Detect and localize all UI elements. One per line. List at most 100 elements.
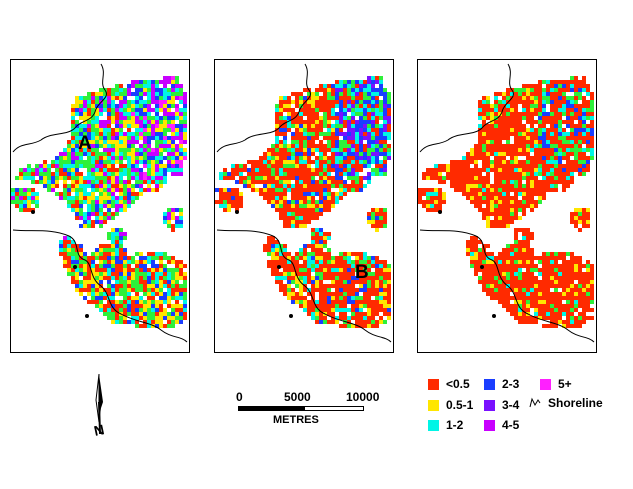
map-cell bbox=[506, 276, 510, 280]
map-cell bbox=[307, 260, 311, 264]
map-cell bbox=[87, 200, 91, 204]
map-cell bbox=[359, 152, 363, 156]
map-cell bbox=[526, 240, 530, 244]
map-cell bbox=[275, 188, 279, 192]
map-cell bbox=[359, 288, 363, 292]
map-cell bbox=[127, 92, 131, 96]
map-cell bbox=[147, 92, 151, 96]
map-cell bbox=[151, 80, 155, 84]
map-cell bbox=[67, 204, 71, 208]
map-cell bbox=[542, 180, 546, 184]
map-cell bbox=[526, 164, 530, 168]
map-cell bbox=[566, 308, 570, 312]
map-cell bbox=[275, 156, 279, 160]
map-cell bbox=[379, 100, 383, 104]
map-cell bbox=[163, 312, 167, 316]
map-cell bbox=[291, 140, 295, 144]
map-cell bbox=[87, 140, 91, 144]
map-cell bbox=[151, 124, 155, 128]
map-cell bbox=[315, 304, 319, 308]
map-cell bbox=[574, 156, 578, 160]
map-cell bbox=[339, 104, 343, 108]
map-cell bbox=[79, 124, 83, 128]
map-cell bbox=[79, 284, 83, 288]
map-cell bbox=[578, 312, 582, 316]
map-cell bbox=[514, 136, 518, 140]
map-cell bbox=[478, 180, 482, 184]
map-cell bbox=[534, 296, 538, 300]
map-cell bbox=[75, 176, 79, 180]
map-cell bbox=[111, 200, 115, 204]
map-cell bbox=[115, 284, 119, 288]
map-cell bbox=[331, 168, 335, 172]
map-cell bbox=[131, 200, 135, 204]
map-cell bbox=[95, 128, 99, 132]
map-cell bbox=[574, 92, 578, 96]
map-cell bbox=[546, 308, 550, 312]
map-cell bbox=[355, 112, 359, 116]
map-cell bbox=[490, 128, 494, 132]
scale-tick-0: 0 bbox=[236, 390, 243, 404]
map-cell bbox=[574, 304, 578, 308]
map-cell bbox=[554, 100, 558, 104]
map-cell bbox=[582, 300, 586, 304]
map-cell bbox=[295, 192, 299, 196]
map-cell bbox=[482, 96, 486, 100]
map-cell bbox=[538, 200, 542, 204]
map-cell bbox=[375, 96, 379, 100]
map-cell bbox=[510, 208, 514, 212]
map-cell bbox=[486, 188, 490, 192]
map-cell bbox=[558, 80, 562, 84]
map-cell bbox=[99, 204, 103, 208]
map-cell bbox=[171, 160, 175, 164]
map-cell bbox=[518, 320, 522, 324]
map-cell bbox=[554, 112, 558, 116]
map-cell bbox=[291, 192, 295, 196]
map-cell bbox=[95, 120, 99, 124]
map-cell bbox=[107, 188, 111, 192]
map-cell bbox=[462, 180, 466, 184]
map-cell bbox=[486, 148, 490, 152]
map-cell bbox=[91, 124, 95, 128]
map-cell bbox=[383, 160, 387, 164]
map-cell bbox=[39, 172, 43, 176]
map-cell bbox=[510, 188, 514, 192]
map-cell bbox=[31, 176, 35, 180]
map-cell bbox=[111, 304, 115, 308]
map-cell bbox=[367, 304, 371, 308]
map-cell bbox=[263, 196, 267, 200]
map-cell bbox=[107, 300, 111, 304]
map-cell bbox=[131, 124, 135, 128]
map-cell bbox=[383, 92, 387, 96]
map-cell bbox=[139, 80, 143, 84]
map-cell bbox=[530, 284, 534, 288]
map-cell bbox=[359, 100, 363, 104]
map-cell bbox=[379, 140, 383, 144]
map-panel-left bbox=[10, 59, 190, 353]
map-cell bbox=[518, 316, 522, 320]
map-cell bbox=[95, 284, 99, 288]
map-cell bbox=[103, 184, 107, 188]
map-cell bbox=[582, 104, 586, 108]
map-cell bbox=[87, 264, 91, 268]
map-cell bbox=[179, 168, 183, 172]
map-cell bbox=[299, 172, 303, 176]
map-cell bbox=[526, 248, 530, 252]
map-cell bbox=[582, 288, 586, 292]
map-cell bbox=[510, 244, 514, 248]
map-cell bbox=[510, 196, 514, 200]
map-cell bbox=[510, 284, 514, 288]
map-cell bbox=[570, 144, 574, 148]
map-cell bbox=[355, 92, 359, 96]
map-cell bbox=[355, 252, 359, 256]
map-cell bbox=[115, 184, 119, 188]
map-cell bbox=[183, 276, 187, 280]
map-cell bbox=[550, 296, 554, 300]
map-cell bbox=[299, 152, 303, 156]
map-cell bbox=[87, 220, 91, 224]
map-cell bbox=[183, 148, 187, 152]
map-cell bbox=[111, 92, 115, 96]
map-cell bbox=[331, 160, 335, 164]
map-cell bbox=[135, 324, 139, 328]
map-cell bbox=[506, 108, 510, 112]
